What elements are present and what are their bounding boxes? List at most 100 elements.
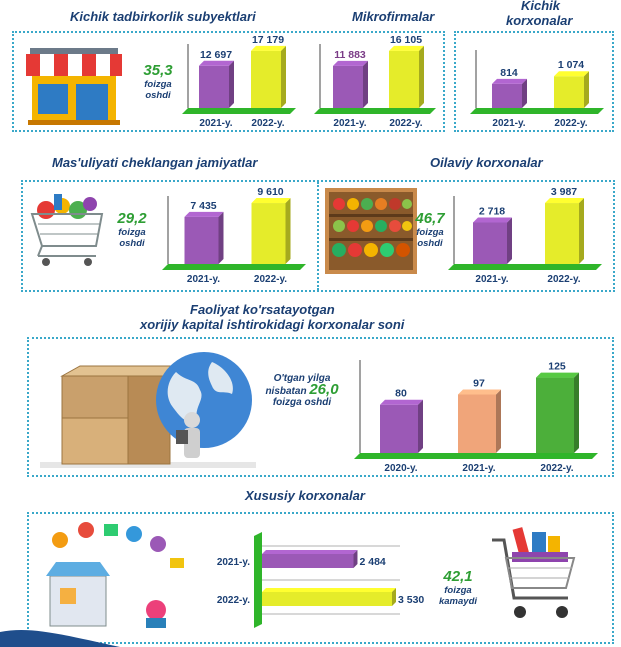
bar-side-2022-y. [281,45,286,108]
chart-floor [314,108,436,114]
chart-wall [254,532,262,628]
chart-floor [162,264,306,270]
growth-private: 42,1 foizga kamaydi [438,568,478,607]
bar-top-2022-y. [389,45,424,51]
grocery-cart-illustration [30,194,104,266]
data-label-2022-y.: 3 530 [398,594,424,606]
tick-label-2020-y.: 2020-y. [384,463,417,474]
bar-2021-y. [184,216,219,264]
chart-private: 2 484 2021-y. 3 530 2022-y. [217,532,424,628]
hbar-top-2022-y. [262,588,396,592]
data-label-2021-y.: 2 484 [359,556,385,568]
bar-2022-y. [389,50,419,108]
bar-2022-y. [536,377,574,453]
bar-side-2021-y. [218,211,224,264]
panel-small-business [12,31,445,132]
hbar-side-2022-y. [392,588,396,606]
bar-2021-y. [458,394,496,453]
data-label-2021-y.: 11 883 [334,49,366,61]
chart-floor [448,264,602,270]
tick-label-2022-y.: 2022-y. [217,595,250,606]
bar-top-2021-y. [184,211,224,217]
title-foreign-line1: Faoliyat ko'rsatayotgan [190,302,335,317]
bar-top-2022-y. [251,45,286,51]
tick-label-2021-y.: 2021-y. [333,118,366,129]
corner-decoration [0,629,120,647]
panel-divider [317,182,319,290]
shop-illustration [26,48,122,125]
globe-boxes-illustration [40,352,256,468]
tick-label-2021-y.: 2021-y. [462,463,495,474]
title-microfirms: Mikrofirmalar [352,9,435,24]
bar-side-2021-y. [507,217,512,264]
chart-floor [470,108,604,114]
growth-foreign: O'tgan yilga nisbatan 26,0 foizga oshdi [265,373,339,408]
chart-small-business: 12 697 2021-y. 17 179 2022-y. [182,34,296,129]
bar-top-2022-y. [251,198,291,204]
tick-label-2022-y.: 2022-y. [254,274,287,285]
bar-top-2021-y. [333,60,368,66]
chart-foreign-capital: 80 2020-y. 97 2021-y. 125 2022-y. [354,360,598,474]
bar-top-2021-y. [492,78,527,84]
bar-top-2021-y. [473,217,512,223]
growth-small-business: 35,3 foizga oshdi [143,62,173,101]
growth-family: 46,7 foizga oshdi [415,210,445,249]
online-store-illustration [46,522,184,628]
panel-small-enterprises [454,31,614,132]
bar-side-2020-y. [418,399,423,453]
panel-foreign-capital [27,337,614,477]
bar-side-2022-y. [419,45,424,108]
panel-private [27,512,614,644]
bar-2021-y. [492,83,522,108]
hbar-2021-y. [262,554,354,568]
data-label-2022-y.: 1 074 [558,59,584,71]
title-small-enterprises-line2: korxonalar [506,13,573,28]
chart-floor [354,453,598,459]
bar-side-2022-y. [574,372,579,453]
hbar-2022-y. [262,592,392,606]
tick-label-2021-y.: 2021-y. [199,118,232,129]
hbar-top-2021-y. [262,550,358,554]
growth-llc: 29,2 foizga oshdi [117,210,147,249]
bar-2022-y. [251,203,286,264]
title-small-business: Kichik tadbirkorlik subyektlari [70,9,256,24]
bar-top-2022-y. [545,198,584,204]
data-label-2022-y.: 17 179 [252,34,284,46]
data-label-2021-y.: 97 [473,377,485,389]
panel-llc-family [21,180,615,292]
hbar-side-2021-y. [353,550,358,568]
data-label-2020-y.: 80 [395,388,407,400]
bar-side-2022-y. [584,71,589,108]
bar-top-2020-y. [380,399,423,405]
tick-label-2022-y.: 2022-y. [540,463,573,474]
bar-2021-y. [333,65,363,108]
data-label-2022-y.: 16 105 [390,34,422,46]
bar-top-2022-y. [536,372,579,378]
bar-side-2021-y. [363,60,368,108]
chart-floor [182,108,296,114]
bar-top-2022-y. [554,71,589,77]
produce-stand-illustration [325,188,417,274]
data-label-2021-y.: 12 697 [200,49,232,61]
bar-2022-y. [554,76,584,108]
chart-small-enterprises: 814 2021-y. 1 074 2022-y. [470,50,604,129]
bar-side-2021-y. [522,78,527,108]
chart-llc: 7 435 2021-y. 9 610 2022-y. [162,186,306,285]
title-foreign-line2: xorijiy kapital ishtirokidagi korxonalar… [140,317,405,332]
chart-microfirms: 11 883 2021-y. 16 105 2022-y. [314,34,436,129]
tick-label-2022-y.: 2022-y. [554,118,587,129]
title-small-enterprises-line1: Kichik [521,0,561,13]
title-private: Xususiy korxonalar [245,488,365,503]
bar-side-2021-y. [496,389,501,453]
title-family: Oilaviy korxonalar [430,155,543,170]
bar-2022-y. [545,203,579,264]
chart-family: 2 718 2021-y. 3 987 2022-y. [448,186,602,285]
data-label-2021-y.: 7 435 [190,200,216,212]
bar-2020-y. [380,404,418,453]
bar-side-2022-y. [285,198,291,264]
data-label-2021-y.: 814 [500,67,518,79]
shopping-cart-illustration [492,527,576,618]
bar-2021-y. [199,65,229,108]
bar-top-2021-y. [458,389,501,395]
tick-label-2021-y.: 2021-y. [475,274,508,285]
